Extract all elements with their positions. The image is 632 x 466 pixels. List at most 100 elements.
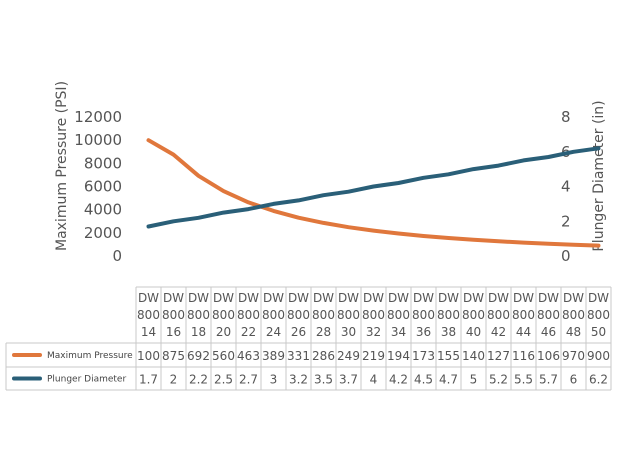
y-right-tick-label: 0 <box>561 247 571 265</box>
category-label: 28 <box>316 325 331 339</box>
category-label: 18 <box>191 325 206 339</box>
table-cell: 116 <box>512 349 535 363</box>
table-cell: 3.7 <box>339 373 358 387</box>
y-left-tick-label: 2000 <box>84 224 122 242</box>
category-label: DW <box>463 291 484 305</box>
category-label: DW <box>338 291 359 305</box>
category-label: DW <box>163 291 184 305</box>
table-cell: 173 <box>412 349 435 363</box>
y-left-tick-label: 10000 <box>74 131 122 149</box>
legend-label: Plunger Diameter <box>47 375 126 385</box>
category-label: 14 <box>141 325 156 339</box>
category-label: 800 <box>537 308 560 322</box>
category-label: 22 <box>241 325 256 339</box>
table-cell: 3.5 <box>314 373 333 387</box>
table-cell: 389 <box>262 349 285 363</box>
category-label: DW <box>238 291 259 305</box>
category-label: 800 <box>437 308 460 322</box>
category-label: 800 <box>212 308 235 322</box>
category-label: 800 <box>162 308 185 322</box>
category-label: 800 <box>512 308 535 322</box>
category-label: 36 <box>416 325 431 339</box>
category-label: DW <box>388 291 409 305</box>
table-cell: 2.2 <box>189 373 208 387</box>
y-left-tick-label: 12000 <box>74 108 122 126</box>
y-right-tick-label: 8 <box>561 108 571 126</box>
category-label: DW <box>288 291 309 305</box>
table-cell: 5.5 <box>514 373 533 387</box>
category-label: 800 <box>387 308 410 322</box>
y-right-axis-title: Plunger Diameter (in) <box>591 100 607 251</box>
table-cell: 875 <box>162 349 185 363</box>
category-label: DW <box>188 291 209 305</box>
category-label: 800 <box>262 308 285 322</box>
category-label: 24 <box>266 325 281 339</box>
table-cell: 4.2 <box>389 373 408 387</box>
table-cell: 4.5 <box>414 373 433 387</box>
y-right-tick-label: 2 <box>561 212 571 230</box>
table-cell: 6.2 <box>589 373 608 387</box>
category-label: 42 <box>491 325 506 339</box>
category-label: 16 <box>166 325 181 339</box>
table-cell: 6 <box>570 373 578 387</box>
category-label: 800 <box>562 308 585 322</box>
table-cell: 331 <box>287 349 310 363</box>
category-label: 800 <box>487 308 510 322</box>
y-left-tick-label: 4000 <box>84 201 122 219</box>
table-cell: 140 <box>462 349 485 363</box>
category-label: 800 <box>187 308 210 322</box>
y-left-ticks: 0 2000 4000 6000 8000 10000 12000 <box>74 108 122 265</box>
category-label: 800 <box>462 308 485 322</box>
category-label: DW <box>538 291 559 305</box>
data-table: DW80014DW80016DW80018DW80020DW80022DW800… <box>5 286 612 391</box>
table-cell: 1.7 <box>139 373 158 387</box>
table-cell: 3.2 <box>289 373 308 387</box>
table-cell: 219 <box>362 349 385 363</box>
category-label: 800 <box>587 308 610 322</box>
category-label: 50 <box>591 325 606 339</box>
table-cell: 2.5 <box>214 373 233 387</box>
table-cell: 5 <box>470 373 478 387</box>
y-right-tick-label: 4 <box>561 178 571 196</box>
table-cell: 5.7 <box>539 373 558 387</box>
legend-label: Maximum Pressure <box>47 351 133 361</box>
table-cell: 3 <box>270 373 278 387</box>
category-label: DW <box>513 291 534 305</box>
category-label: 44 <box>516 325 531 339</box>
category-label: DW <box>213 291 234 305</box>
table-cell: 900 <box>587 349 610 363</box>
category-label: 38 <box>441 325 456 339</box>
category-label: 46 <box>541 325 556 339</box>
category-label: 800 <box>137 308 160 322</box>
category-label: 48 <box>566 325 581 339</box>
table-cell: 463 <box>237 349 260 363</box>
category-label: 800 <box>237 308 260 322</box>
table-cell: 106 <box>537 349 560 363</box>
table-cell: 249 <box>337 349 360 363</box>
category-label: 800 <box>312 308 335 322</box>
table-cell: 2 <box>170 373 178 387</box>
table-cell: 127 <box>487 349 510 363</box>
table-cell: 970 <box>562 349 585 363</box>
category-label: DW <box>363 291 384 305</box>
category-label: 40 <box>466 325 481 339</box>
category-label: DW <box>313 291 334 305</box>
series-line-plunger-diameter <box>146 146 601 229</box>
category-label: 32 <box>366 325 381 339</box>
table-cell: 560 <box>212 349 235 363</box>
table-cell: 155 <box>437 349 460 363</box>
table-cell: 286 <box>312 349 335 363</box>
series-lines <box>146 138 601 248</box>
table-cell: 692 <box>187 349 210 363</box>
y-left-tick-label: 0 <box>112 247 122 265</box>
table-cell: 2.7 <box>239 373 258 387</box>
category-label: 30 <box>341 325 356 339</box>
category-label: DW <box>138 291 159 305</box>
category-label: DW <box>488 291 509 305</box>
category-label: DW <box>438 291 459 305</box>
category-label: DW <box>563 291 584 305</box>
category-label: DW <box>413 291 434 305</box>
table-cell: 4 <box>370 373 378 387</box>
